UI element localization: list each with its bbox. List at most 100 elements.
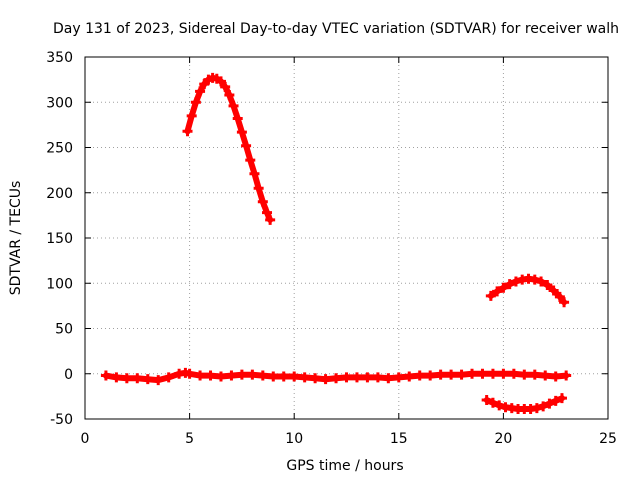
data-point bbox=[531, 403, 542, 414]
data-point bbox=[226, 370, 237, 381]
data-point bbox=[404, 371, 415, 382]
data-point bbox=[504, 279, 515, 290]
data-point bbox=[383, 373, 394, 384]
data-points bbox=[100, 72, 572, 415]
data-point bbox=[163, 372, 174, 383]
y-tick-label: 100 bbox=[46, 276, 73, 292]
data-point bbox=[245, 155, 256, 166]
data-point bbox=[195, 370, 206, 381]
data-point bbox=[182, 126, 193, 137]
y-tick-label: 250 bbox=[46, 141, 73, 157]
data-point bbox=[236, 369, 247, 380]
data-point bbox=[289, 371, 300, 382]
data-point bbox=[153, 375, 164, 386]
data-point bbox=[310, 373, 321, 384]
data-point bbox=[278, 371, 289, 382]
data-series bbox=[481, 393, 567, 415]
data-point bbox=[253, 183, 264, 194]
data-point bbox=[299, 372, 310, 383]
data-point bbox=[241, 140, 252, 151]
data-point bbox=[190, 97, 201, 108]
data-point bbox=[548, 285, 559, 296]
data-point bbox=[494, 400, 505, 411]
tick-labels: 0 5 10 15 20 25 -50 0 50 100 150 200 250 300 350 bbox=[46, 50, 617, 447]
x-tick-label: 10 bbox=[285, 431, 303, 447]
data-point bbox=[536, 276, 547, 287]
y-tick-label: 0 bbox=[64, 367, 73, 383]
data-point bbox=[487, 397, 498, 408]
data-series bbox=[485, 273, 570, 308]
x-tick-label: 20 bbox=[494, 431, 512, 447]
data-point bbox=[508, 368, 519, 379]
y-tick-label: 350 bbox=[46, 50, 73, 66]
data-point bbox=[540, 370, 551, 381]
data-point bbox=[477, 368, 488, 379]
data-series bbox=[182, 72, 276, 225]
data-point bbox=[215, 371, 226, 382]
data-point bbox=[559, 297, 570, 308]
data-point bbox=[247, 369, 258, 380]
data-point bbox=[435, 369, 446, 380]
data-series bbox=[100, 367, 572, 386]
data-point bbox=[487, 368, 498, 379]
data-point bbox=[265, 214, 276, 225]
data-point bbox=[142, 374, 153, 385]
data-point bbox=[100, 370, 111, 381]
data-point bbox=[414, 370, 425, 381]
data-point bbox=[186, 110, 197, 121]
x-tick-label: 25 bbox=[599, 431, 617, 447]
data-point bbox=[456, 369, 467, 380]
data-point bbox=[561, 370, 572, 381]
x-tick-label: 0 bbox=[81, 431, 90, 447]
data-point bbox=[195, 86, 206, 97]
data-point bbox=[232, 113, 243, 124]
data-point bbox=[320, 374, 331, 385]
data-point bbox=[554, 291, 565, 302]
x-tick-label: 15 bbox=[390, 431, 408, 447]
data-point bbox=[498, 368, 509, 379]
data-point bbox=[257, 370, 268, 381]
data-point bbox=[205, 370, 216, 381]
data-point bbox=[467, 368, 478, 379]
data-point bbox=[184, 368, 195, 379]
data-point bbox=[220, 81, 231, 92]
data-point bbox=[262, 207, 273, 218]
data-point bbox=[550, 395, 561, 406]
y-tick-label: 300 bbox=[46, 95, 73, 111]
y-tick-label: 50 bbox=[55, 322, 73, 338]
data-point bbox=[215, 76, 226, 87]
y-tick-label: 150 bbox=[46, 231, 73, 247]
y-axis-label: SDTVAR / TECUs bbox=[8, 181, 24, 296]
data-point bbox=[393, 372, 404, 383]
data-point bbox=[268, 371, 279, 382]
data-point bbox=[341, 372, 352, 383]
data-point bbox=[446, 369, 457, 380]
axis-ticks bbox=[84, 56, 609, 420]
data-point bbox=[132, 373, 143, 384]
data-point bbox=[224, 90, 235, 101]
data-point bbox=[121, 373, 132, 384]
data-point bbox=[362, 372, 373, 383]
data-point bbox=[249, 168, 260, 179]
data-point bbox=[529, 274, 540, 285]
data-point bbox=[351, 372, 362, 383]
data-point bbox=[492, 286, 503, 297]
data-point bbox=[538, 401, 549, 412]
data-point bbox=[372, 372, 383, 383]
data-point bbox=[425, 370, 436, 381]
y-tick-label: 200 bbox=[46, 186, 73, 202]
data-point bbox=[498, 282, 509, 293]
data-point bbox=[550, 371, 561, 382]
data-point bbox=[111, 372, 122, 383]
data-point bbox=[519, 369, 530, 380]
data-point bbox=[542, 280, 553, 291]
x-axis-label: GPS time / hours bbox=[286, 458, 403, 474]
grid-lines bbox=[85, 57, 608, 419]
data-point bbox=[556, 393, 567, 404]
data-point bbox=[485, 290, 496, 301]
x-tick-label: 5 bbox=[185, 431, 194, 447]
data-point bbox=[228, 100, 239, 111]
data-point bbox=[529, 369, 540, 380]
chart-title: Day 131 of 2023, Sidereal Day-to-day VTE… bbox=[53, 21, 619, 37]
